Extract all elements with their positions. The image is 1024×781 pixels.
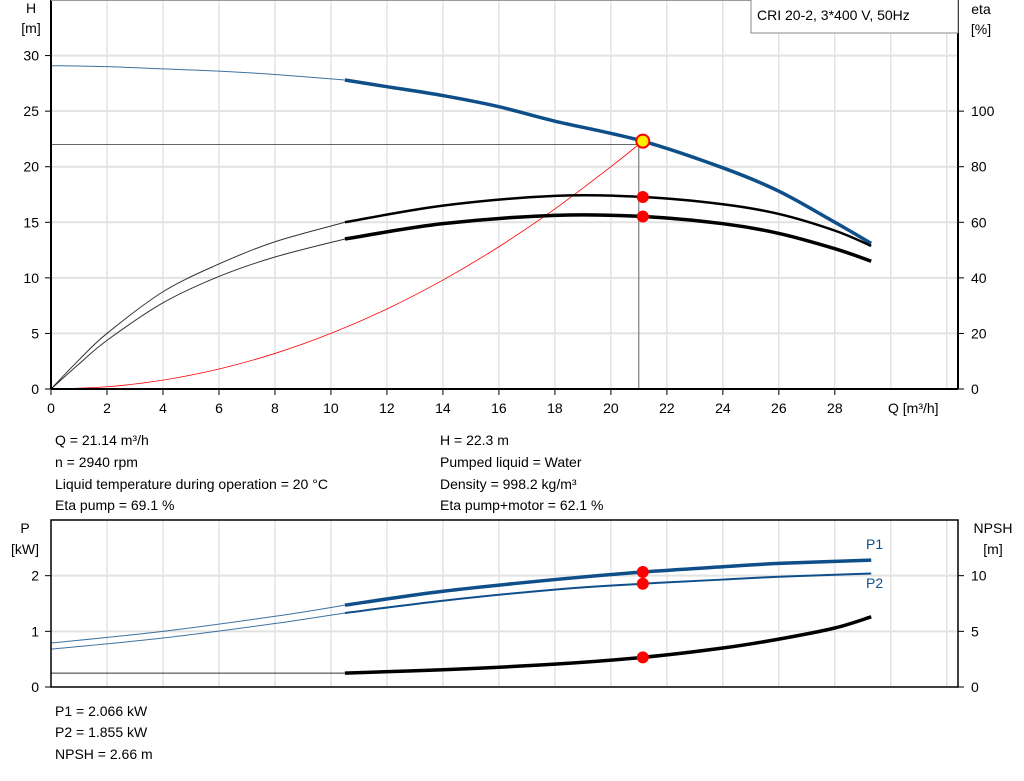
info-p1: P1 = 2.066 kW xyxy=(55,703,148,719)
x-tick-label: 10 xyxy=(323,400,339,416)
h-tick-label: 30 xyxy=(23,48,39,64)
top-grid xyxy=(51,0,958,389)
info-bottom: P1 = 2.066 kW P2 = 1.855 kW NPSH = 2.66 … xyxy=(55,703,153,762)
x-tick-label: 16 xyxy=(491,400,507,416)
eta_pump-curve-thin xyxy=(50,221,346,390)
p2-curve-thin xyxy=(50,612,346,650)
info-head: H = 22.3 m xyxy=(440,432,509,448)
x-tick-label: 20 xyxy=(603,400,619,416)
npsh-curve xyxy=(344,615,872,675)
npsh-tick-label: 10 xyxy=(971,568,987,584)
x-tick-label: 12 xyxy=(379,400,395,416)
system-curve xyxy=(50,140,644,390)
info-eta-pump-motor: Eta pump+motor = 62.1 % xyxy=(440,497,603,513)
npsh-tick-label: 5 xyxy=(971,623,979,639)
p2-curve xyxy=(344,572,872,614)
duty-point-eta-pump-motor xyxy=(636,210,649,223)
eta_pump_motor-curve xyxy=(344,213,872,263)
eta-tick-label: 100 xyxy=(971,103,995,119)
info-speed: n = 2940 rpm xyxy=(55,454,138,470)
h-axis-label: H xyxy=(26,0,36,16)
head-curve-thin xyxy=(50,65,345,81)
eta_pump_motor-curve-thin xyxy=(50,238,346,390)
tick-labels: 0 2 4 6 8 10 12 14 16 18 20 22 24 26 28051015202530020… xyxy=(23,48,994,695)
axes xyxy=(45,0,964,688)
eta-axis-unit: [%] xyxy=(971,21,991,37)
x-tick-label: 4 xyxy=(159,400,167,416)
x-tick-label: 6 xyxy=(215,400,223,416)
legend-title: CRI 20-2, 3*400 V, 50Hz xyxy=(757,7,910,23)
eta-tick-label: 0 xyxy=(971,381,979,397)
x-tick-label: 22 xyxy=(659,400,675,416)
h-tick-label: 15 xyxy=(23,214,39,230)
h-tick-label: 0 xyxy=(31,381,39,397)
duty-point-eta-pump xyxy=(636,191,649,204)
p-tick-label: 1 xyxy=(31,623,39,639)
bottom-plot-frame xyxy=(50,519,959,688)
duty-point-head xyxy=(635,133,651,149)
npsh-axis-unit: [m] xyxy=(983,541,1002,557)
info-flow: Q = 21.14 m³/h xyxy=(55,432,149,448)
q-axis-label: Q [m³/h] xyxy=(888,400,939,416)
x-tick-label: 28 xyxy=(827,400,843,416)
duty-point-p2 xyxy=(636,577,649,590)
h-tick-label: 25 xyxy=(23,103,39,119)
info-pumped-liquid: Pumped liquid = Water xyxy=(440,454,582,470)
bottom-grid xyxy=(51,520,958,687)
h-axis-unit: [m] xyxy=(21,20,40,36)
info-top-right: H = 22.3 m Pumped liquid = Water Density… xyxy=(440,432,603,513)
info-eta-pump: Eta pump = 69.1 % xyxy=(55,497,174,513)
info-top-left: Q = 21.14 m³/h n = 2940 rpm Liquid tempe… xyxy=(55,432,328,513)
duty-point-npsh xyxy=(636,651,649,664)
x-tick-label: 2 xyxy=(103,400,111,416)
p1-curve-thin xyxy=(50,604,346,644)
h-tick-label: 10 xyxy=(23,270,39,286)
x-tick-label: 26 xyxy=(771,400,787,416)
eta-tick-label: 40 xyxy=(971,270,987,286)
p1-series-label: P1 xyxy=(866,536,883,552)
eta-tick-label: 20 xyxy=(971,325,987,341)
x-tick-label: 24 xyxy=(715,400,731,416)
p-tick-label: 0 xyxy=(31,679,39,695)
duty-point-p1 xyxy=(636,565,649,578)
h-tick-label: 5 xyxy=(31,325,39,341)
x-tick-label: 8 xyxy=(271,400,279,416)
x-tick-label: 18 xyxy=(547,400,563,416)
info-liquid-temp: Liquid temperature during operation = 20… xyxy=(55,476,328,492)
eta_pump-curve xyxy=(344,193,872,248)
legend-box xyxy=(750,0,959,34)
eta-tick-label: 80 xyxy=(971,159,987,175)
info-npsh: NPSH = 2.66 m xyxy=(55,746,153,762)
p-tick-label: 2 xyxy=(31,568,39,584)
x-tick-label: 14 xyxy=(435,400,451,416)
h-tick-label: 20 xyxy=(23,159,39,175)
eta-axis-label: eta xyxy=(971,1,991,17)
p-axis-unit: [kW] xyxy=(11,541,39,557)
p1-curve xyxy=(344,558,872,607)
info-p2: P2 = 1.855 kW xyxy=(55,724,148,740)
p2-series-label: P2 xyxy=(866,575,883,591)
p-axis-label: P xyxy=(20,520,29,536)
npsh-tick-label: 0 xyxy=(971,679,979,695)
eta-tick-label: 60 xyxy=(971,214,987,230)
x-tick-label: 0 xyxy=(47,400,55,416)
npsh-axis-label: NPSH xyxy=(974,520,1013,536)
head-curve xyxy=(344,78,873,245)
info-density: Density = 998.2 kg/m³ xyxy=(440,476,577,492)
curves xyxy=(50,65,873,675)
